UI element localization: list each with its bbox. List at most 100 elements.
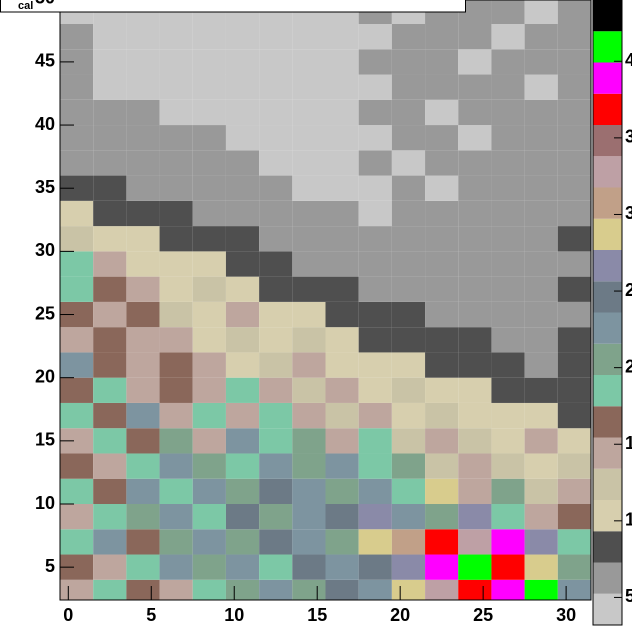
heatmap-cell	[557, 453, 591, 479]
heatmap-cell	[292, 453, 326, 479]
heatmap-cell	[358, 377, 392, 403]
heatmap-cell	[192, 200, 226, 227]
heatmap-cell	[557, 402, 591, 429]
heatmap-cell	[225, 226, 260, 252]
heatmap-cell	[126, 554, 160, 580]
heatmap-cell	[292, 327, 326, 353]
heatmap-cell	[259, 453, 293, 479]
heatmap-cell	[159, 226, 193, 252]
heatmap-cell	[60, 377, 94, 403]
heatmap-cell	[60, 402, 94, 429]
heatmap-cell	[126, 175, 160, 201]
heatmap-cell	[292, 175, 326, 201]
heatmap-cell	[524, 478, 558, 504]
heatmap-cell	[159, 251, 193, 277]
colorbar-band	[593, 93, 622, 125]
colorbar-band	[593, 406, 622, 438]
heatmap-cell	[292, 251, 326, 277]
heatmap-cell	[458, 0, 492, 24]
heatmap-cell	[292, 24, 326, 50]
heatmap-cell	[358, 554, 392, 580]
heatmap-cell	[325, 453, 359, 479]
heatmap-cell	[491, 200, 525, 227]
colorbar-frame	[592, 0, 623, 626]
heatmap-cell	[259, 554, 293, 580]
heatmap-cell	[491, 453, 525, 479]
heatmap-cell	[60, 24, 94, 50]
heatmap-cell	[225, 377, 260, 403]
heatmap-cell	[524, 453, 558, 479]
heatmap-cell	[458, 377, 492, 403]
heatmap-cell	[259, 352, 293, 378]
heatmap-cell	[159, 99, 193, 126]
heatmap-cell	[491, 402, 525, 429]
heatmap-cell	[358, 49, 392, 75]
x-tick-label: 25	[473, 605, 493, 625]
heatmap-cell	[358, 352, 392, 378]
heatmap-cell	[491, 150, 525, 176]
heatmap-cell	[159, 150, 193, 176]
heatmap-cell	[391, 150, 426, 176]
heatmap-cell	[524, 150, 558, 176]
heatmap-cell	[159, 428, 193, 454]
heatmap-cell	[425, 301, 459, 328]
heatmap-cell	[159, 125, 193, 151]
heatmap-cell	[159, 327, 193, 353]
heatmap-cell	[524, 200, 558, 227]
heatmap-cell	[292, 150, 326, 176]
heatmap-cell	[524, 579, 558, 600]
heatmap-cell	[491, 529, 525, 555]
heatmap-cell	[192, 504, 226, 530]
heatmap-cell	[391, 327, 426, 353]
heatmap-cell	[557, 99, 591, 126]
heatmap-cell	[425, 175, 459, 201]
heatmap-cell	[292, 276, 326, 302]
colorbar-band	[593, 0, 622, 32]
heatmap-cell	[159, 504, 193, 530]
heatmap-cell	[557, 276, 591, 302]
heatmap-cell	[225, 276, 260, 302]
heatmap-cell	[126, 125, 160, 151]
heatmap-cell	[425, 478, 459, 504]
heatmap-cell	[159, 554, 193, 580]
heatmap-cell	[425, 74, 459, 100]
heatmap-cell	[292, 377, 326, 403]
heatmap-cell	[126, 150, 160, 176]
heatmap-cell	[192, 428, 226, 454]
heatmap-cell	[358, 402, 392, 429]
heatmap-cell	[524, 504, 558, 530]
heatmap-cell	[159, 200, 193, 227]
heatmap-cell	[557, 478, 591, 504]
heatmap-cell	[391, 226, 426, 252]
heatmap-cell	[159, 24, 193, 50]
heatmap-cell	[126, 428, 160, 454]
heatmap-cell	[93, 276, 127, 302]
heatmap-cell	[458, 226, 492, 252]
z-tick-label: 25	[625, 280, 632, 300]
x-tick-label: 10	[224, 605, 244, 625]
heatmap-cell	[425, 428, 459, 454]
colorbar-band	[593, 156, 622, 188]
y-tick-label: 40	[35, 114, 55, 134]
heatmap-cell	[491, 99, 525, 126]
heatmap-cell	[93, 74, 127, 100]
heatmap-cell	[93, 24, 127, 50]
heatmap-cell	[524, 99, 558, 126]
colorbar-band	[593, 62, 622, 94]
heatmap-cell	[491, 251, 525, 277]
heatmap	[60, 0, 591, 600]
heatmap-cell	[358, 579, 392, 600]
heatmap-cell	[192, 226, 226, 252]
heatmap-cell	[358, 24, 392, 50]
heatmap-cell	[557, 301, 591, 328]
heatmap-cell	[126, 327, 160, 353]
x-tick-label: 15	[307, 605, 327, 625]
heatmap-cell	[60, 125, 94, 151]
heatmap-cell	[126, 579, 160, 600]
colorbar-band	[593, 531, 622, 563]
heatmap-cell	[259, 327, 293, 353]
heatmap-cell	[458, 428, 492, 454]
colorbar-band	[593, 562, 622, 594]
heatmap-cell	[259, 200, 293, 227]
heatmap-cell	[458, 301, 492, 328]
